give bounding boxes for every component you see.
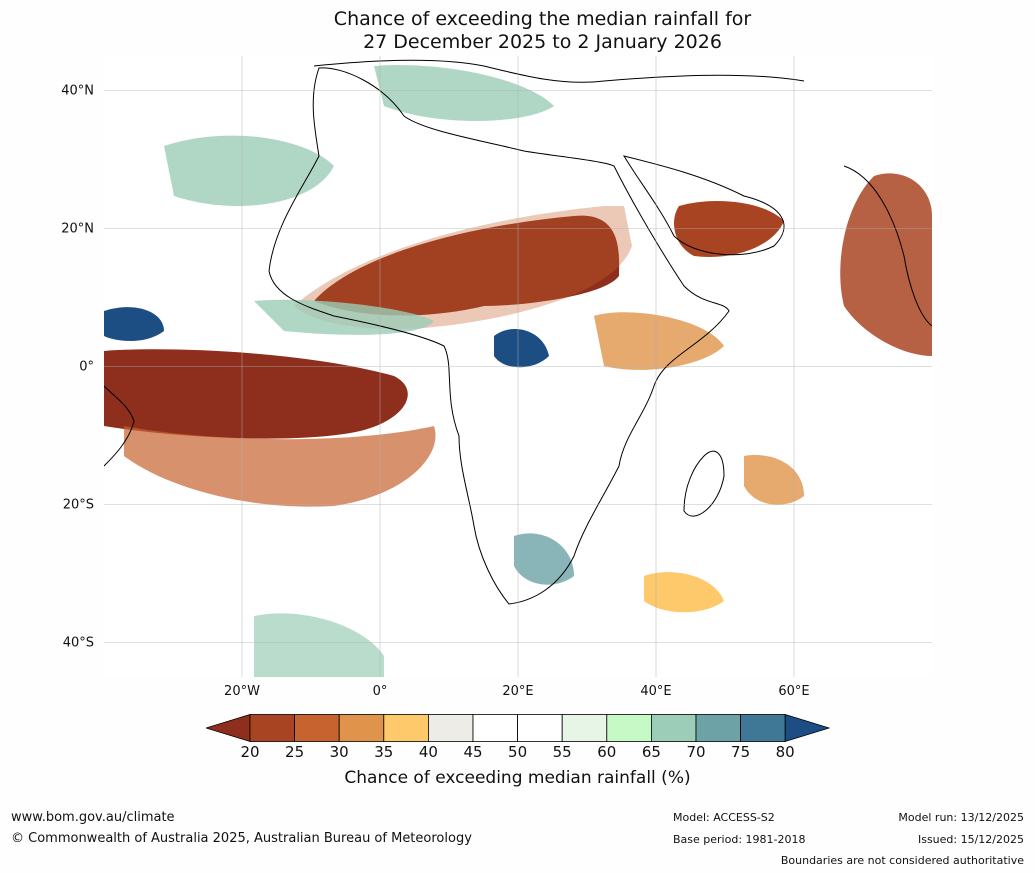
colorbar-cell <box>561 714 608 742</box>
colorbar-cell <box>517 714 563 742</box>
shade-mediterranean-green <box>374 65 554 121</box>
longitude-label: 0° <box>372 684 388 699</box>
colorbar-cell <box>249 714 295 742</box>
colorbar-cell <box>338 714 385 742</box>
footer-disclaimer: Boundaries are not considered authoritat… <box>780 854 1024 867</box>
colorbar-tick-label: 55 <box>552 743 572 761</box>
coastlines <box>104 59 932 605</box>
colorbar-low-arrow <box>206 714 251 743</box>
shade-india-dry <box>840 173 932 356</box>
latitude-label: 20°N <box>61 221 94 236</box>
shade-gulf-green <box>254 299 434 335</box>
shade-west-wet <box>104 307 164 341</box>
latitude-label: 20°S <box>62 497 94 512</box>
rainfall-map <box>104 56 932 677</box>
footer-copyright: © Commonwealth of Australia 2025, Austra… <box>11 831 472 846</box>
colorbar-tick-label: 20 <box>240 743 260 761</box>
colorbar-tick-label: 60 <box>597 743 617 761</box>
longitude-label: 20°E <box>502 684 534 699</box>
colorbar-cell <box>472 714 518 742</box>
colorbar <box>206 714 830 743</box>
latitude-label: 40°N <box>61 83 94 98</box>
footer-model: Model: ACCESS-S2 <box>673 811 775 824</box>
coast-madagascar <box>683 450 725 517</box>
shade-sahel-edge <box>294 206 632 330</box>
footer-issued: Issued: 15/12/2025 <box>917 833 1024 846</box>
coast-africa <box>268 67 730 605</box>
colorbar-tick-label: 75 <box>731 743 751 761</box>
title-line-2: 27 December 2025 to 2 January 2026 <box>363 31 722 53</box>
map-canvas <box>104 56 932 677</box>
coast-europe <box>313 59 805 83</box>
colorbar-high-arrow <box>784 714 830 743</box>
colorbar-cell <box>695 714 741 742</box>
latitude-label: 0° <box>79 359 94 374</box>
title-line-1: Chance of exceeding the median rainfall … <box>333 8 752 30</box>
colorbar-cell <box>606 714 652 742</box>
coast-india <box>843 165 932 327</box>
shade-atlantic-dry <box>104 349 408 439</box>
shade-southern-africa-green <box>514 533 574 585</box>
colorbar-label: Chance of exceeding median rainfall (%) <box>344 768 691 788</box>
longitude-label: 20°W <box>224 684 260 699</box>
shade-congo-wet <box>494 328 549 368</box>
map-title: Chance of exceeding the median rainfall … <box>0 8 1035 54</box>
probability-shading <box>104 65 932 677</box>
colorbar-tick-label: 65 <box>641 743 661 761</box>
colorbar-cell <box>427 714 474 742</box>
colorbar-tick-label: 45 <box>463 743 483 761</box>
colorbar-tick-label: 40 <box>418 743 438 761</box>
shade-indian-ocean-orange <box>744 455 804 505</box>
colorbar-tick-label: 30 <box>329 743 349 761</box>
colorbar-tick-label: 50 <box>508 743 528 761</box>
colorbar-cell <box>650 714 697 742</box>
coast-south-america <box>104 385 135 467</box>
colorbar-cell <box>383 714 429 742</box>
colorbar-cells <box>206 714 830 743</box>
shade-east-africa-dry <box>594 312 724 370</box>
shade-southeast-orange <box>644 572 724 613</box>
graticule <box>104 56 932 677</box>
coast-arabia <box>622 155 785 256</box>
longitude-label: 60°E <box>778 684 810 699</box>
shade-arabia-dry <box>674 201 784 257</box>
colorbar-cell <box>294 714 340 742</box>
longitude-label: 40°E <box>640 684 672 699</box>
shade-atlantic-orange <box>124 426 436 507</box>
shade-sahel-dry <box>314 215 620 316</box>
colorbar-tick-label: 35 <box>374 743 394 761</box>
colorbar-tick-label: 80 <box>775 743 795 761</box>
latitude-label: 40°S <box>62 635 94 650</box>
shade-south-atlantic-green <box>254 613 384 677</box>
footer-model-run: Model run: 13/12/2025 <box>898 811 1024 824</box>
footer-base-period: Base period: 1981-2018 <box>673 833 806 846</box>
footer-url: www.bom.gov.au/climate <box>11 810 175 825</box>
colorbar-cell <box>740 714 786 742</box>
colorbar-tick-label: 25 <box>285 743 305 761</box>
shade-north-atlantic-green <box>164 135 334 206</box>
colorbar-tick-label: 70 <box>686 743 706 761</box>
